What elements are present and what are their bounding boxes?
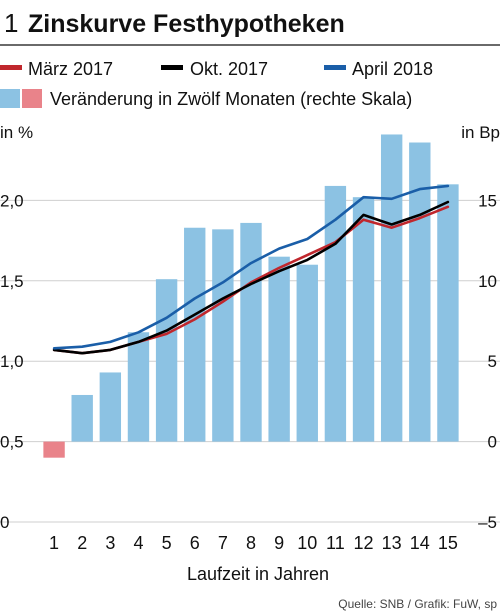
legend-swatch-bars-positive	[0, 89, 20, 108]
bar-15	[437, 184, 459, 442]
legend-label-april-2018: April 2018	[352, 59, 433, 79]
legend-label-bars: Veränderung in Zwölf Monaten (rechte Ska…	[50, 89, 412, 109]
bar-4	[127, 332, 150, 442]
x-tick-label: 15	[438, 533, 458, 553]
bar-9	[268, 256, 290, 442]
x-tick-label: 14	[410, 533, 430, 553]
y-right-tick-label: 15	[478, 191, 497, 210]
x-tick-label: 4	[133, 533, 143, 553]
legend-item-april-2018: April 2018	[324, 59, 433, 79]
legend-item-bars: Veränderung in Zwölf Monaten (rechte Ska…	[0, 89, 412, 109]
x-tick-label: 8	[246, 533, 256, 553]
legend-label-maerz-2017: März 2017	[28, 59, 113, 79]
x-ticks: 1 2 3 4 5 6 7 8 9 10 11 12 13 14 15	[49, 533, 458, 553]
x-tick-label: 3	[105, 533, 115, 553]
bar-13	[380, 134, 403, 442]
y-left-tick-label: 2,0	[0, 191, 24, 210]
y-left-tick-label: 0	[0, 513, 9, 532]
bar-10	[296, 264, 318, 442]
bar-8	[240, 222, 262, 442]
x-tick-label: 7	[218, 533, 228, 553]
y-left-unit-label: in %	[0, 123, 33, 142]
legend-swatch-bars-negative	[22, 89, 42, 108]
chart-title: Zinskurve Festhypotheken	[28, 10, 345, 38]
x-tick-label: 12	[354, 533, 374, 553]
y-right-tick-label: 10	[478, 272, 497, 291]
y-left-ticks: 0 0,5 1,0 1,5 2,0	[0, 191, 24, 532]
bar-2	[71, 394, 93, 442]
legend-item-okt-2017: Okt. 2017	[161, 59, 268, 79]
x-tick-label: 10	[297, 533, 317, 553]
y-left-tick-label: 1,5	[0, 272, 24, 291]
bar-11	[324, 185, 347, 442]
x-tick-label: 5	[162, 533, 172, 553]
y-right-tick-label: 5	[488, 352, 497, 371]
x-axis-label: Laufzeit in Jahren	[187, 564, 329, 584]
series-line-1	[52, 200, 450, 355]
source-note: Quelle: SNB / Grafik: FuW, sp	[338, 597, 497, 611]
bar-6	[184, 227, 206, 442]
x-tick-label: 6	[190, 533, 200, 553]
bars	[43, 134, 459, 458]
y-left-tick-label: 1,0	[0, 352, 24, 371]
bar-12	[352, 197, 375, 442]
y-right-tick-label: 0	[488, 433, 497, 452]
figure-number: 1	[4, 8, 18, 38]
x-tick-label: 9	[274, 533, 284, 553]
x-tick-label: 2	[77, 533, 87, 553]
legend: März 2017 Okt. 2017 April 2018 Veränderu…	[0, 59, 433, 109]
series-lines	[52, 184, 450, 355]
y-right-tick-label: –5	[478, 513, 497, 532]
x-tick-label: 1	[49, 533, 59, 553]
bar-7	[212, 229, 234, 442]
y-right-ticks: –5 0 5 10 15	[478, 191, 497, 532]
legend-swatch-april-2018	[324, 65, 346, 70]
legend-item-maerz-2017: März 2017	[0, 59, 113, 79]
y-right-unit-label: in Bp	[461, 123, 500, 142]
legend-swatch-maerz-2017	[0, 65, 22, 70]
bar-3	[99, 372, 122, 442]
legend-swatch-okt-2017	[161, 65, 183, 70]
legend-label-okt-2017: Okt. 2017	[190, 59, 268, 79]
y-left-tick-label: 0,5	[0, 433, 24, 452]
bar-1	[43, 441, 65, 458]
series-line-2	[52, 184, 450, 350]
x-tick-label: 13	[382, 533, 402, 553]
bar-5	[155, 279, 178, 442]
x-tick-label: 11	[326, 533, 345, 553]
